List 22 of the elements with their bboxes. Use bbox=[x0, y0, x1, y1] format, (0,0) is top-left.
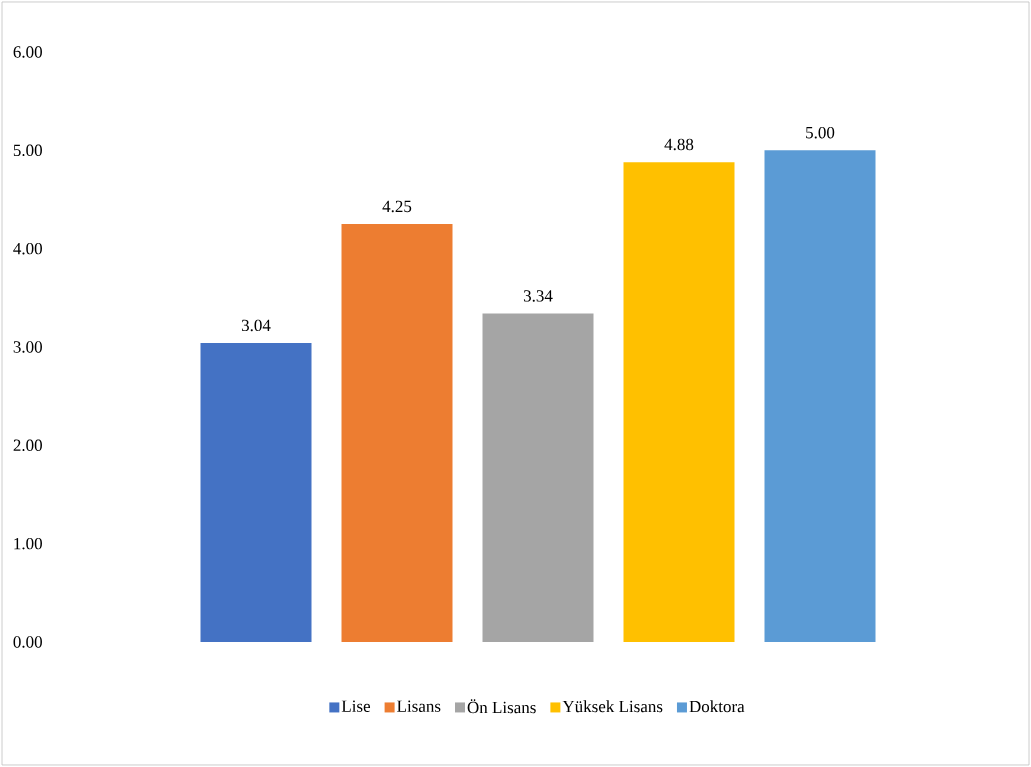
y-tick-label: 2.00 bbox=[13, 439, 42, 452]
y-tick-label: 6.00 bbox=[13, 46, 42, 58]
data-label: 4.88 bbox=[664, 138, 694, 151]
y-tick-label: 4.00 bbox=[13, 242, 42, 255]
data-label: 5.00 bbox=[806, 126, 835, 139]
legend-label: Lisans bbox=[397, 700, 441, 712]
data-label: 3.34 bbox=[523, 290, 553, 302]
y-tick-label: 3.00 bbox=[13, 341, 42, 353]
legend-label: Doktora bbox=[689, 700, 745, 713]
legend-label: Yüksek Lisans bbox=[562, 700, 663, 713]
bar bbox=[482, 313, 594, 642]
data-label: 3.04 bbox=[241, 319, 271, 332]
bar bbox=[764, 150, 876, 642]
y-tick-label: 1.00 bbox=[14, 537, 42, 550]
y-tick-label: 5.00 bbox=[13, 144, 42, 157]
bar bbox=[341, 224, 453, 642]
y-tick-label: 0.00 bbox=[13, 636, 42, 648]
legend-label: Ön Lisans bbox=[467, 699, 536, 714]
bar bbox=[623, 162, 735, 642]
legend-label: Lise bbox=[341, 700, 371, 712]
data-label: 4.25 bbox=[382, 200, 412, 213]
bar bbox=[200, 343, 312, 642]
